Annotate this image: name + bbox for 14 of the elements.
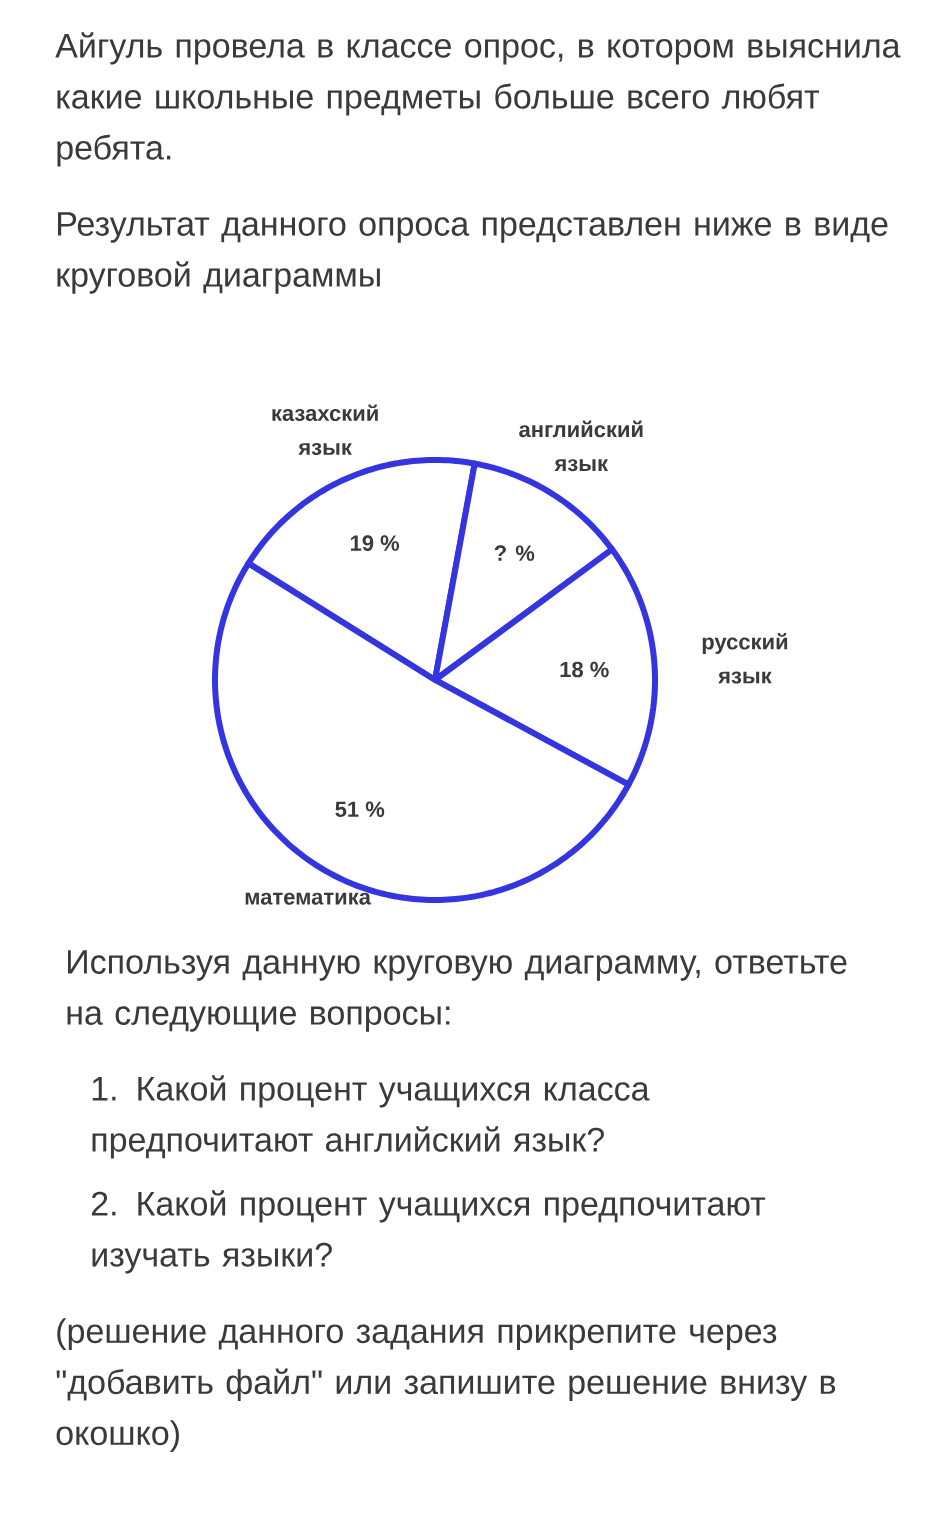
text: 2. Какой процент учащихся предпочитают изучать языки? (91, 1190, 766, 1274)
chart-title: Айгуль провела в классе опрос, в котором выяснила какие школьные предметы больше всего любят ребята. (55, 32, 901, 167)
slice-label: казахский язык (272, 404, 378, 456)
chart-subtitle: Результат данного опроса представлен ниже в виде круговой диаграммы (57, 212, 888, 294)
text: Используя данную круговую диаграмму, ответьте на следующие вопросы: (67, 950, 847, 1032)
text: 1. Какой процент учащихся класса предпочитают английский язык? (92, 1075, 650, 1159)
text: (решение данного задания прикрепите через "добавить файл" или запишите решение внизу в окошко) (56, 1318, 836, 1452)
data-label: 18 % (560, 661, 609, 678)
slice-label: английский язык (519, 420, 643, 472)
data-label: ? % (494, 545, 535, 561)
slice-label: математика (245, 892, 372, 905)
data-label: 19 % (350, 535, 400, 551)
data-label: 51 % (335, 801, 385, 818)
slice-label: русский язык (702, 633, 788, 684)
